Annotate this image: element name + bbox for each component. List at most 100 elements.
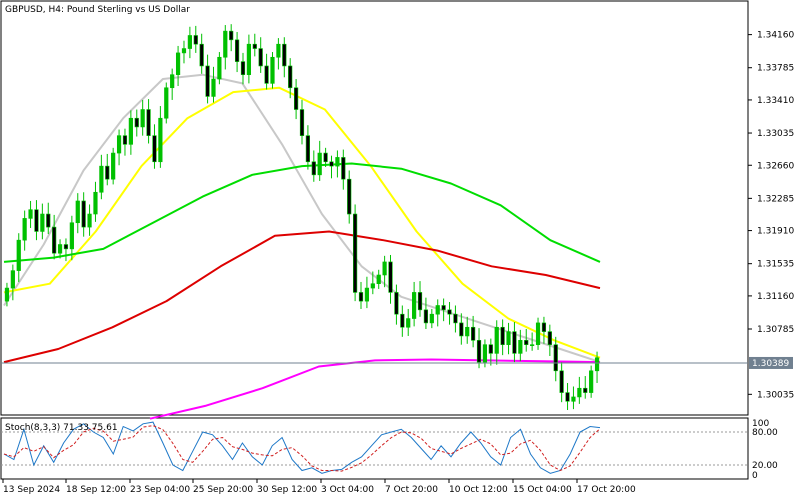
candle-body xyxy=(111,152,116,180)
time-tick-label: 13 Sep 2024 xyxy=(3,485,60,495)
candle-body xyxy=(122,135,128,145)
candle-body xyxy=(199,43,204,67)
time-tick-label: 25 Sep 20:00 xyxy=(193,485,253,495)
candle-body xyxy=(264,65,269,84)
candle-body xyxy=(317,152,322,176)
candle-body xyxy=(364,287,370,302)
candle-body xyxy=(412,292,417,319)
candle-body xyxy=(512,331,517,354)
candle-body xyxy=(87,213,92,228)
candle-body xyxy=(16,239,21,271)
candle-body xyxy=(40,213,45,232)
candle-body xyxy=(69,222,74,250)
price-axis: 1.34160 1.33785 1.33410 1.33035 1.32660 1.322… xyxy=(748,31,794,400)
candle-body xyxy=(429,313,434,324)
stoch-bottom-label: 0 xyxy=(752,471,758,481)
candle-body xyxy=(240,61,246,75)
stoch-top-label: 100 xyxy=(752,419,769,429)
candle-body xyxy=(252,43,257,49)
candle-body xyxy=(128,117,133,145)
time-tick-label: 15 Oct 04:00 xyxy=(513,485,572,495)
candle-body xyxy=(57,244,63,254)
moving-average-line xyxy=(149,358,601,420)
time-tick-label: 10 Oct 12:00 xyxy=(449,485,508,495)
candle-body xyxy=(28,209,33,219)
candle-body xyxy=(164,87,169,119)
candle-body xyxy=(223,30,228,58)
candle-body xyxy=(158,117,163,163)
candle-body xyxy=(311,161,316,176)
candle-body xyxy=(347,178,352,215)
candle-body xyxy=(22,218,27,241)
candle-body xyxy=(571,396,576,402)
candle-body xyxy=(565,392,570,402)
candle-body xyxy=(535,322,541,345)
current-price-line: 1.30389 xyxy=(1,356,793,369)
time-tick-label: 17 Oct 20:00 xyxy=(577,485,636,495)
main-plot-frame xyxy=(0,0,749,416)
candle-body xyxy=(305,135,311,163)
candle-body xyxy=(99,165,104,193)
candle-body xyxy=(394,292,399,315)
candle-body xyxy=(553,344,558,372)
current-price-label: 1.30389 xyxy=(752,359,789,369)
candle-body xyxy=(288,65,293,89)
candle-body xyxy=(518,340,523,354)
candle-body xyxy=(589,370,594,393)
candle-body xyxy=(358,292,364,302)
candle-body xyxy=(205,65,210,97)
candle-body xyxy=(193,35,198,45)
candle-body xyxy=(270,56,275,84)
candle-body xyxy=(388,261,393,293)
candle-body xyxy=(52,226,57,254)
candle-body xyxy=(441,305,446,311)
candle-body xyxy=(506,331,511,345)
candle-body xyxy=(471,326,476,341)
candle-body xyxy=(541,322,547,332)
moving-average-line xyxy=(3,162,601,263)
candle-body xyxy=(323,152,328,163)
candle-body xyxy=(341,157,346,180)
candle-body xyxy=(335,157,340,167)
candle-body xyxy=(293,87,299,110)
price-tick-label: 1.31160 xyxy=(757,292,794,302)
candle-body xyxy=(447,309,452,315)
moving-average-line xyxy=(3,86,601,359)
candle-body xyxy=(370,283,375,289)
time-tick-label: 3 Oct 04:00 xyxy=(321,485,374,495)
candle-body xyxy=(524,340,529,345)
candle-body xyxy=(559,370,564,393)
candle-body xyxy=(170,74,175,89)
candle-body xyxy=(258,48,263,67)
candle-body xyxy=(400,313,405,328)
candle-body xyxy=(63,244,69,250)
candle-body xyxy=(81,200,86,228)
stoch-level-label: 20.00 xyxy=(752,461,778,471)
candle-body xyxy=(494,326,499,354)
candle-body xyxy=(423,309,429,324)
candle-body xyxy=(577,387,582,398)
candle-body xyxy=(105,165,110,180)
candle-body xyxy=(75,200,80,224)
candle-body xyxy=(476,340,482,363)
stochastic-oscillator: 80.00 20.00 100 0 xyxy=(1,419,778,481)
candle-body xyxy=(376,274,381,285)
price-tick-label: 1.33785 xyxy=(757,64,794,74)
candle-body xyxy=(116,135,122,154)
candle-body xyxy=(181,48,187,54)
candle-body xyxy=(547,331,552,345)
stoch-d-line xyxy=(3,425,601,472)
candle-body xyxy=(530,344,535,346)
candle-body xyxy=(353,213,358,293)
candle-body xyxy=(500,326,505,345)
candle-body xyxy=(406,318,411,328)
candle-body xyxy=(299,109,305,136)
chart-title: GBPUSD, H4: Pound Sterling vs US Dollar xyxy=(5,5,190,15)
time-tick-label: 30 Sep 12:00 xyxy=(257,485,317,495)
candle-body xyxy=(435,305,440,315)
candle-body xyxy=(211,78,216,97)
candle-body xyxy=(93,191,98,215)
price-tick-label: 1.33410 xyxy=(757,96,794,106)
time-tick-label: 23 Sep 04:00 xyxy=(130,485,190,495)
